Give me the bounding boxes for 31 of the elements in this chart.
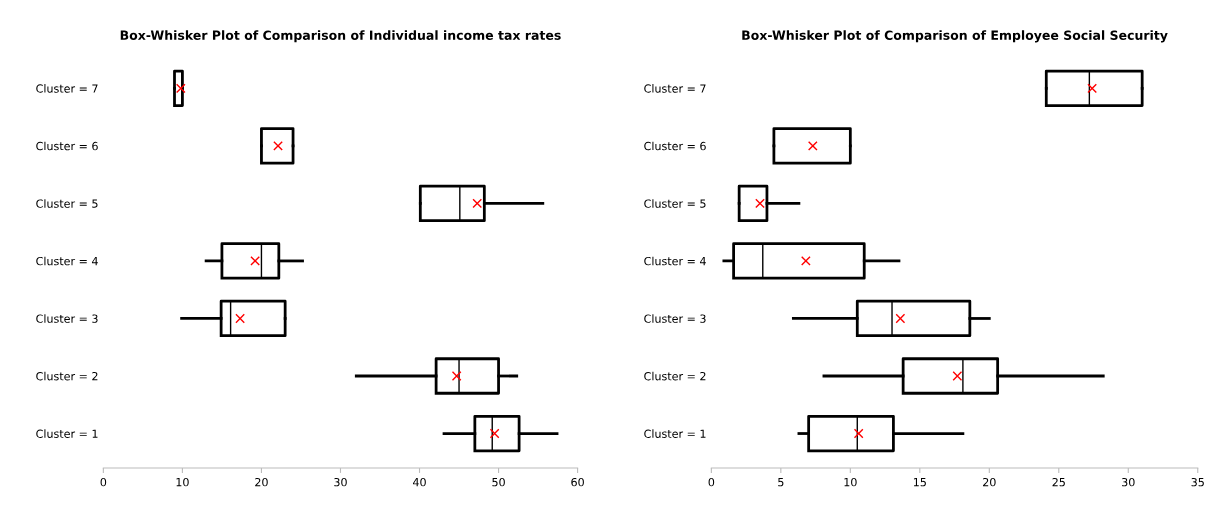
y-tick-label: Cluster = 4	[36, 256, 98, 266]
x-tick-label: 35	[1191, 477, 1204, 487]
y-tick-label: Cluster = 2	[644, 371, 706, 381]
y-tick-label: Cluster = 5	[36, 199, 98, 208]
y-tick-label: Cluster = 1	[644, 429, 706, 438]
y-tick-label: Cluster = 4	[644, 256, 706, 266]
x-tick-label: 25	[1052, 477, 1065, 487]
x-tick-label: 40	[412, 477, 426, 487]
y-tick-label: Cluster = 1	[36, 429, 98, 438]
x-tick-label: 10	[176, 477, 189, 487]
y-tick-label: Cluster = 6	[644, 141, 706, 151]
x-tick-label: 30	[334, 477, 347, 487]
y-tick-label: Cluster = 6	[36, 141, 98, 151]
x-tick-label: 15	[913, 478, 926, 487]
chart-title: Box-Whisker Plot of Comparison of Employee Social Security	[742, 30, 1168, 43]
x-tick-label: 10	[844, 477, 857, 487]
y-tick-label: Cluster = 2	[36, 371, 98, 381]
x-tick-label: 50	[492, 477, 505, 487]
x-tick-label: 20	[255, 477, 268, 487]
x-tick-label: 0	[100, 477, 107, 487]
x-tick-label: 60	[571, 477, 584, 487]
x-tick-label: 20	[983, 477, 996, 487]
x-tick-label: 30	[1122, 477, 1135, 487]
y-tick-label: Cluster = 5	[644, 199, 706, 208]
y-tick-label: Cluster = 3	[644, 314, 706, 323]
y-tick-label: Cluster = 7	[36, 84, 98, 93]
y-tick-label: Cluster = 3	[36, 314, 98, 323]
y-tick-label: Cluster = 7	[644, 84, 706, 93]
chart-title: Box-Whisker Plot of Comparison of Individual income tax rates	[120, 30, 561, 43]
x-tick-label: 5	[778, 478, 784, 487]
x-tick-label: 0	[708, 477, 715, 487]
